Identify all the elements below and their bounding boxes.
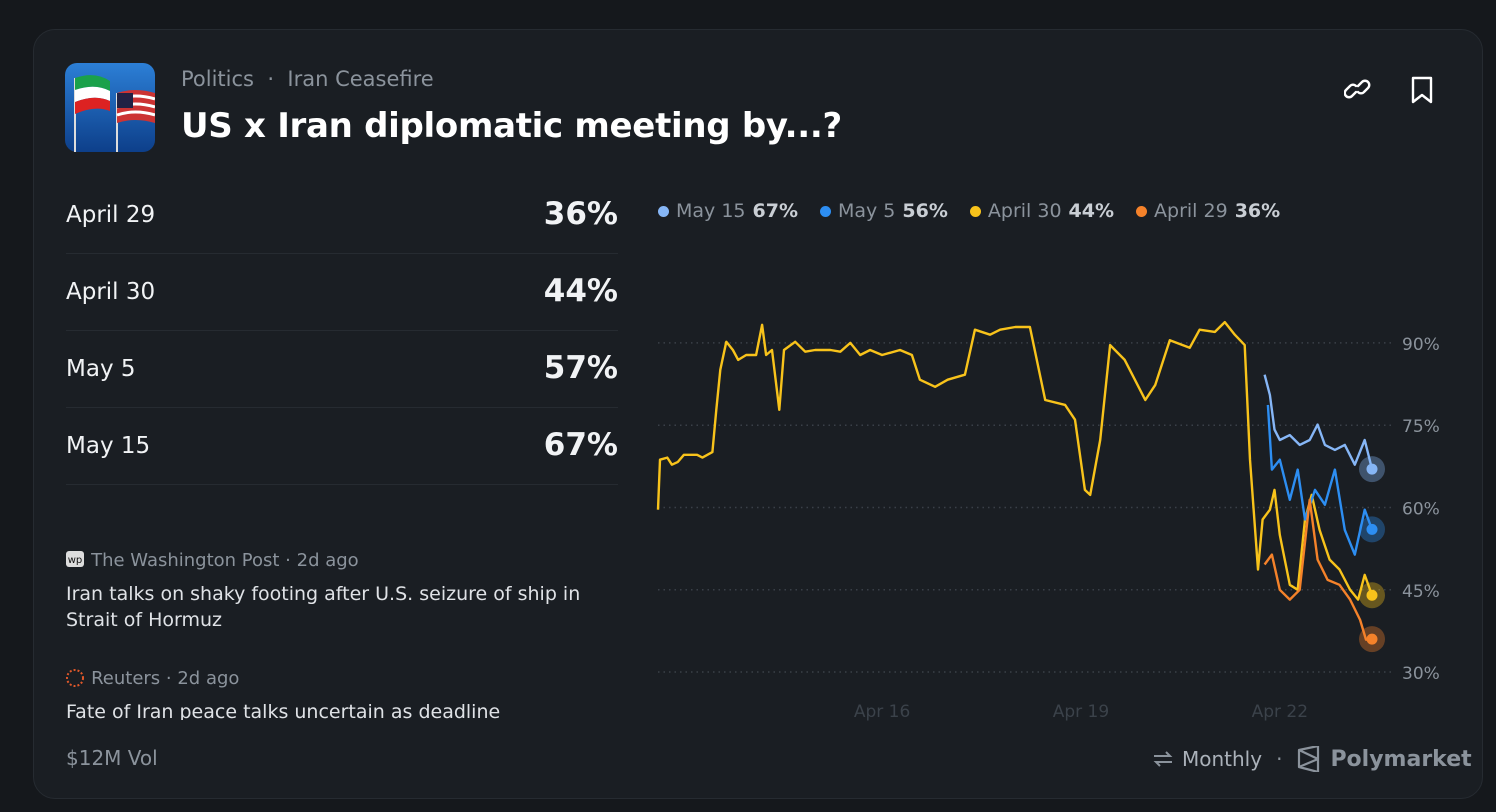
end-point: [1366, 523, 1378, 535]
y-tick-label: 30%: [1402, 664, 1440, 684]
legend-item: April 30 44%: [969, 200, 1115, 222]
legend-item: April 29 36%: [1136, 200, 1280, 222]
series-line: [1266, 404, 1374, 556]
legend-swatch: [1136, 205, 1148, 217]
news-source: Reuters: [91, 668, 161, 689]
news-time: 2d ago: [296, 550, 359, 571]
x-tick-label: Apr 19: [1053, 702, 1109, 722]
market-title: US x Iran diplomatic meeting by...?: [181, 106, 842, 146]
market-card: [33, 29, 1483, 799]
legend-value: 56%: [902, 200, 948, 222]
source-icon: wp: [66, 551, 84, 567]
footer-right: Monthly · Polymarket: [1152, 746, 1472, 772]
legend-value: 67%: [752, 200, 798, 222]
period-icon: [1153, 751, 1173, 767]
outcome-row[interactable]: April 30 44%: [66, 253, 618, 331]
x-tick-label: Apr 22: [1252, 702, 1308, 722]
legend-swatch: [819, 205, 831, 217]
breadcrumb: Politics · Iran Ceasefire: [181, 67, 434, 91]
y-tick-label: 75%: [1402, 417, 1440, 437]
news-item[interactable]: wp The Washington Post · 2d ago Iran tal…: [66, 550, 626, 633]
link-button[interactable]: [1344, 76, 1372, 104]
y-tick-label: 60%: [1402, 499, 1440, 519]
news-time: 2d ago: [177, 668, 240, 689]
outcome-value: 67%: [543, 427, 618, 463]
series-line: [1263, 498, 1373, 641]
bookmark-button[interactable]: [1410, 76, 1434, 104]
svg-text:wp: wp: [68, 555, 83, 566]
legend-value: 36%: [1234, 200, 1281, 222]
legend-swatch: [658, 205, 669, 217]
outcome-name: May 5: [66, 356, 136, 382]
news-headline: Fate of Iran peace talks uncertain as de…: [66, 701, 501, 720]
news-list: wp The Washington Post · 2d ago Iran tal…: [66, 548, 626, 720]
end-point: [1366, 633, 1378, 645]
end-point: [1366, 589, 1378, 601]
outcome-value: 57%: [543, 350, 618, 386]
outcome-name: May 15: [66, 433, 151, 459]
tag[interactable]: Iran Ceasefire: [287, 67, 434, 91]
series-line: [656, 320, 1374, 601]
category[interactable]: Politics: [181, 67, 254, 91]
legend-name: April 29: [1154, 200, 1228, 222]
legend: May 15 67% May 5 56% April 30 44% April 29 36%: [658, 200, 1280, 222]
outcome-value: 36%: [543, 196, 618, 232]
legend-name: April 30: [987, 200, 1062, 222]
news-headline: Iran talks on shaky footing after U.S. s…: [66, 583, 581, 631]
outcome-name: April 29: [66, 202, 156, 228]
period-toggle[interactable]: Monthly: [1182, 747, 1263, 771]
brand: Polymarket: [1330, 746, 1472, 772]
legend-item: May 15 67%: [658, 200, 798, 222]
outcome-row[interactable]: May 5 57%: [66, 330, 618, 408]
news-item[interactable]: Reuters · 2d ago Fate of Iran peace talk…: [66, 668, 626, 720]
outcome-row[interactable]: April 29 36%: [66, 176, 618, 254]
market-image: [65, 63, 155, 152]
y-tick-label: 90%: [1402, 335, 1440, 355]
legend-swatch: [969, 205, 981, 217]
x-tick-label: Apr 16: [854, 702, 910, 722]
legend-value: 44%: [1068, 200, 1115, 222]
brand-logo: [1298, 746, 1320, 772]
volume: $12M Vol: [66, 746, 158, 770]
outcome-name: April 30: [66, 279, 156, 305]
legend-name: May 5: [837, 200, 896, 222]
legend-item: May 5 56%: [819, 200, 948, 222]
series-line: [1263, 374, 1374, 470]
news-source: The Washington Post: [91, 550, 280, 571]
outcome-row[interactable]: May 15 67%: [66, 407, 618, 485]
source-icon: [66, 669, 84, 687]
y-tick-label: 45%: [1402, 582, 1440, 602]
outcome-value: 44%: [543, 273, 618, 309]
legend-name: May 15: [676, 200, 746, 222]
end-point: [1366, 463, 1378, 475]
